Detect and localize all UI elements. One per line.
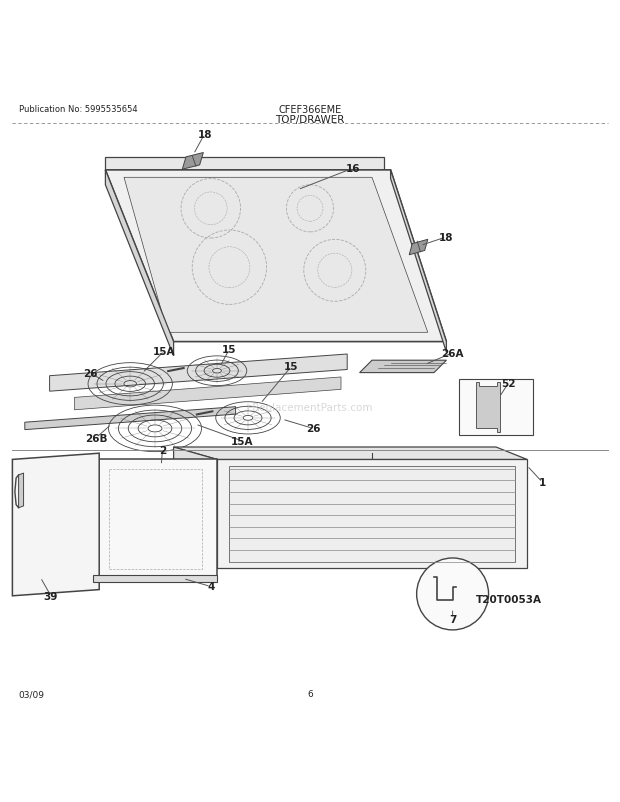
Polygon shape — [93, 460, 217, 577]
Text: 6: 6 — [307, 689, 313, 699]
Text: 7: 7 — [449, 614, 456, 624]
Text: 52: 52 — [501, 379, 516, 389]
Text: 2: 2 — [159, 446, 166, 456]
Polygon shape — [105, 158, 384, 171]
Text: 39: 39 — [43, 591, 58, 601]
Polygon shape — [409, 240, 428, 256]
Polygon shape — [229, 466, 515, 562]
Text: T20T0053A: T20T0053A — [476, 594, 541, 604]
Polygon shape — [459, 379, 533, 435]
Polygon shape — [182, 153, 203, 170]
Polygon shape — [50, 354, 347, 391]
Text: 03/09: 03/09 — [19, 689, 45, 699]
Polygon shape — [105, 171, 446, 342]
Text: eReplacementParts.com: eReplacementParts.com — [247, 402, 373, 412]
Text: 26: 26 — [82, 368, 97, 378]
Text: 26: 26 — [306, 424, 321, 434]
Text: 15A: 15A — [231, 436, 253, 446]
Polygon shape — [174, 448, 217, 568]
Polygon shape — [19, 473, 24, 508]
Polygon shape — [391, 171, 446, 353]
Circle shape — [417, 558, 489, 630]
Text: 18: 18 — [197, 130, 212, 140]
Text: 15: 15 — [222, 345, 237, 354]
Text: 26B: 26B — [85, 433, 107, 444]
Text: 15: 15 — [284, 362, 299, 372]
Text: 26A: 26A — [441, 348, 464, 358]
Polygon shape — [476, 383, 500, 432]
Polygon shape — [124, 178, 428, 333]
Text: Publication No: 5995535654: Publication No: 5995535654 — [19, 105, 137, 114]
Text: 1: 1 — [539, 478, 546, 488]
Polygon shape — [174, 448, 527, 460]
Text: TOP/DRAWER: TOP/DRAWER — [275, 115, 345, 125]
Text: 4: 4 — [207, 581, 215, 592]
Text: 18: 18 — [439, 233, 454, 242]
Polygon shape — [360, 361, 446, 373]
Polygon shape — [12, 454, 99, 596]
Polygon shape — [74, 378, 341, 411]
Polygon shape — [93, 576, 217, 581]
Text: 15A: 15A — [153, 346, 175, 356]
Text: 16: 16 — [346, 164, 361, 174]
Polygon shape — [105, 171, 174, 356]
Polygon shape — [217, 460, 527, 568]
Text: CFEF366EME: CFEF366EME — [278, 105, 342, 115]
Polygon shape — [25, 407, 236, 430]
